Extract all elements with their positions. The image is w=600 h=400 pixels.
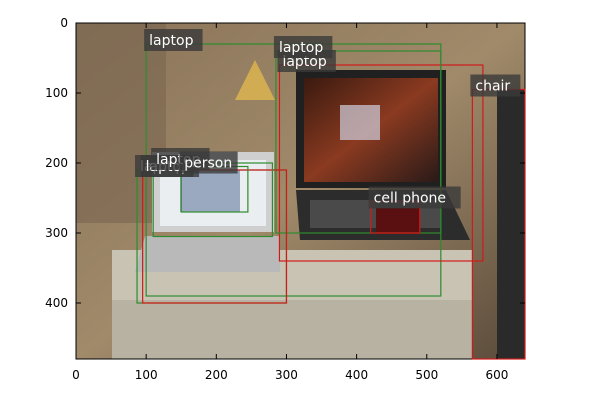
detection-labels: laptoplaptoplaptoplaptoplaptoplaptoppers… bbox=[135, 29, 521, 209]
y-axis-ticks: 0 100 200 300 400 bbox=[45, 16, 525, 310]
x-tick-label: 300 bbox=[275, 368, 298, 382]
y-tick-label: 300 bbox=[45, 226, 68, 240]
x-tick-label: 200 bbox=[205, 368, 228, 382]
detection-label-bg bbox=[273, 36, 333, 58]
detection-label-bg bbox=[179, 151, 238, 174]
detection-label-chair: chair bbox=[475, 79, 510, 95]
detection-label-cell-phone: cell phone bbox=[374, 191, 446, 207]
x-tick-label: 100 bbox=[135, 368, 158, 382]
detection-box-laptop bbox=[278, 64, 484, 262]
x-tick-label: 600 bbox=[485, 368, 508, 382]
detection-label-laptop: laptop bbox=[279, 40, 323, 56]
y-tick-label: 0 bbox=[60, 16, 68, 30]
x-axis-ticks: 0 100 200 300 400 500 600 bbox=[72, 23, 508, 382]
detection-label-person: person bbox=[184, 156, 232, 172]
x-tick-label: 500 bbox=[415, 368, 438, 382]
y-tick-label: 400 bbox=[45, 296, 68, 310]
detection-label-bg bbox=[144, 29, 203, 51]
detection-label-bg bbox=[470, 74, 521, 97]
detection-box-laptop bbox=[275, 50, 442, 234]
photo bbox=[76, 23, 525, 359]
x-tick-label: 0 bbox=[72, 368, 80, 382]
detection-label-laptop: laptop bbox=[149, 33, 193, 49]
y-tick-label: 100 bbox=[45, 86, 68, 100]
y-tick-label: 200 bbox=[45, 156, 68, 170]
x-tick-label: 400 bbox=[345, 368, 368, 382]
detection-label-bg bbox=[368, 186, 461, 209]
